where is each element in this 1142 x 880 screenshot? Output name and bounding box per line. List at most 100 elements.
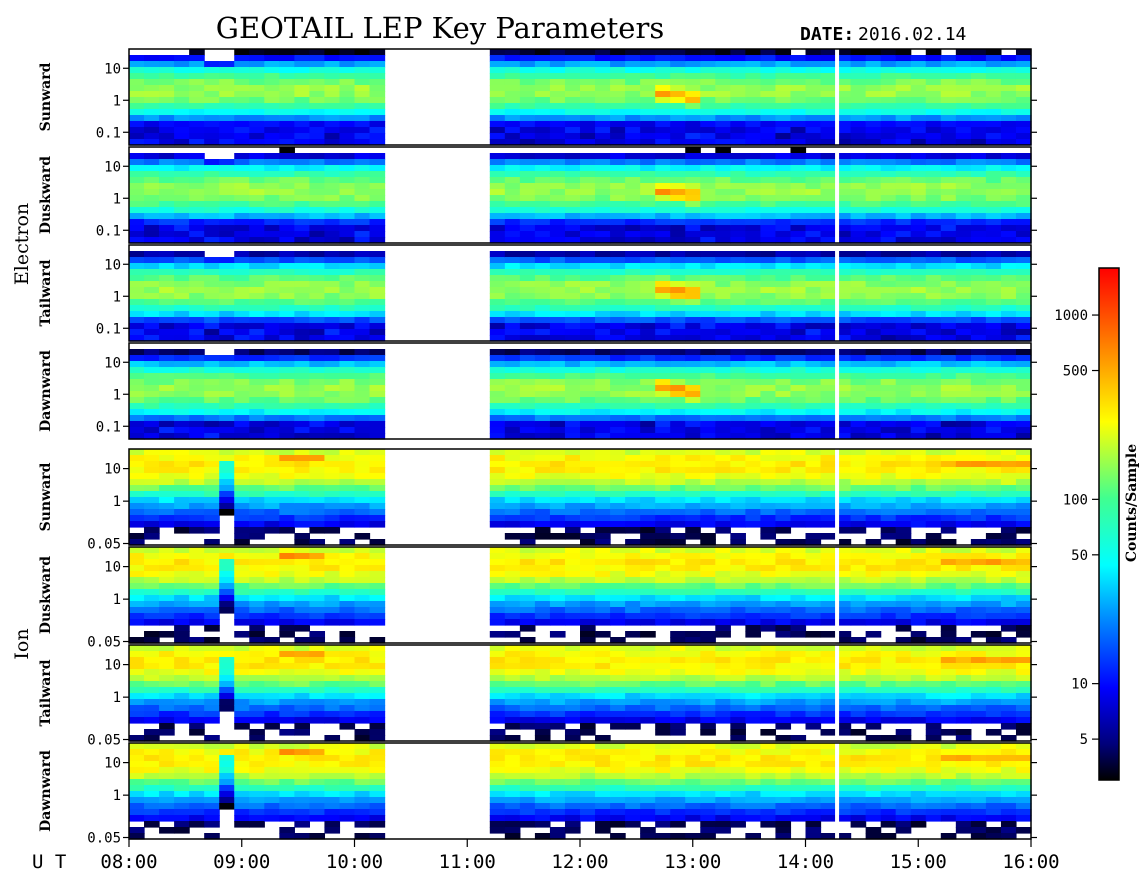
heatmap-cell bbox=[354, 263, 371, 270]
heatmap-cell bbox=[970, 595, 987, 602]
heatmap-cell bbox=[760, 379, 777, 386]
heatmap-cell bbox=[775, 479, 792, 486]
heatmap-cell bbox=[219, 305, 235, 312]
heatmap-cell bbox=[564, 133, 581, 140]
heatmap-cell bbox=[655, 361, 671, 368]
heatmap-cell bbox=[324, 219, 341, 226]
heatmap-cell bbox=[760, 527, 777, 534]
heatmap-cell bbox=[234, 85, 250, 92]
heatmap-cell bbox=[640, 631, 656, 638]
heatmap-cell bbox=[760, 613, 777, 620]
heatmap-cell bbox=[595, 323, 611, 330]
heatmap-cell bbox=[549, 553, 566, 560]
heatmap-cell bbox=[910, 367, 927, 374]
heatmap-cell bbox=[189, 311, 205, 318]
heatmap-cell bbox=[234, 547, 250, 554]
heatmap-cell bbox=[159, 361, 175, 368]
heatmap-cell bbox=[640, 571, 656, 578]
heatmap-cell bbox=[564, 409, 581, 416]
heatmap-cell bbox=[865, 97, 882, 104]
heatmap-cell bbox=[820, 55, 837, 62]
heatmap-cell bbox=[249, 287, 265, 294]
heatmap-cell bbox=[925, 201, 942, 208]
heatmap-cell bbox=[640, 521, 656, 528]
heatmap-cell bbox=[159, 165, 175, 172]
heatmap-cell bbox=[745, 355, 761, 362]
heatmap-cell bbox=[534, 503, 551, 510]
heatmap-cell bbox=[294, 391, 310, 398]
heatmap-cell bbox=[339, 421, 356, 428]
heatmap-cell bbox=[970, 455, 987, 462]
heatmap-cell bbox=[174, 79, 190, 86]
heatmap-cell bbox=[745, 361, 761, 368]
heatmap-cell bbox=[625, 329, 641, 336]
heatmap-cell bbox=[159, 251, 175, 258]
heatmap-cell bbox=[955, 293, 972, 300]
heatmap-cell bbox=[354, 133, 371, 140]
heatmap-cell bbox=[895, 257, 912, 264]
heatmap-cell bbox=[294, 433, 310, 440]
heatmap-cell bbox=[760, 287, 777, 294]
heatmap-cell bbox=[700, 317, 716, 324]
heatmap-cell bbox=[144, 103, 160, 110]
heatmap-cell bbox=[865, 391, 882, 398]
heatmap-cell bbox=[940, 263, 957, 270]
heatmap-cell bbox=[534, 607, 551, 614]
heatmap-cell bbox=[339, 509, 356, 516]
heatmap-cell bbox=[279, 165, 295, 172]
heatmap-cell bbox=[534, 565, 551, 572]
heatmap-cell bbox=[925, 349, 942, 356]
heatmap-cell bbox=[700, 165, 716, 172]
heatmap-cell bbox=[700, 607, 716, 614]
heatmap-cell bbox=[144, 121, 160, 128]
heatmap-cell bbox=[294, 637, 310, 644]
heatmap-cell bbox=[144, 455, 160, 462]
heatmap-cell bbox=[670, 165, 686, 172]
heatmap-cell bbox=[549, 207, 566, 214]
heatmap-cell bbox=[234, 485, 250, 492]
heatmap-cell bbox=[925, 449, 942, 456]
heatmap-cell bbox=[790, 61, 807, 68]
heatmap-cell bbox=[549, 251, 566, 258]
heatmap-cell bbox=[640, 67, 656, 74]
heatmap-cell bbox=[640, 373, 656, 380]
heatmap-cell bbox=[339, 121, 356, 128]
heatmap-cell bbox=[670, 67, 686, 74]
heatmap-cell bbox=[354, 159, 371, 166]
panel-frame bbox=[128, 546, 1032, 644]
heatmap-cell bbox=[279, 521, 295, 528]
heatmap-cell bbox=[1000, 515, 1017, 522]
heatmap-cell bbox=[970, 97, 987, 104]
y-tick-label: 0.1 bbox=[96, 419, 121, 435]
y-tick-label: 1 bbox=[113, 93, 121, 109]
heatmap-cell bbox=[970, 421, 987, 428]
heatmap-cell bbox=[174, 171, 190, 178]
heatmap-cell bbox=[339, 195, 356, 202]
heatmap-cell bbox=[279, 421, 295, 428]
heatmap-cell bbox=[189, 479, 205, 486]
heatmap-cell bbox=[865, 379, 882, 386]
heatmap-cell bbox=[489, 115, 506, 122]
heatmap-cell bbox=[895, 421, 912, 428]
heatmap-cell bbox=[655, 55, 671, 62]
heatmap-cell bbox=[549, 379, 566, 386]
heatmap-cell bbox=[354, 595, 371, 602]
heatmap-cell bbox=[775, 595, 792, 602]
heatmap-cell bbox=[910, 165, 927, 172]
heatmap-cell bbox=[1000, 367, 1017, 374]
heatmap-cell bbox=[790, 171, 807, 178]
heatmap-cell bbox=[339, 311, 356, 318]
heatmap-cell bbox=[940, 577, 957, 584]
heatmap-cell bbox=[775, 539, 792, 546]
heatmap-cell bbox=[519, 139, 536, 146]
heatmap-cell bbox=[580, 139, 596, 146]
heatmap-cell bbox=[715, 61, 731, 68]
heatmap-cell bbox=[700, 109, 716, 116]
panel-frame bbox=[128, 48, 1032, 146]
heatmap-cell bbox=[264, 449, 280, 456]
heatmap-cell bbox=[159, 595, 175, 602]
heatmap-cell bbox=[970, 133, 987, 140]
heatmap-cell bbox=[775, 139, 792, 146]
heatmap-cell bbox=[234, 275, 250, 282]
